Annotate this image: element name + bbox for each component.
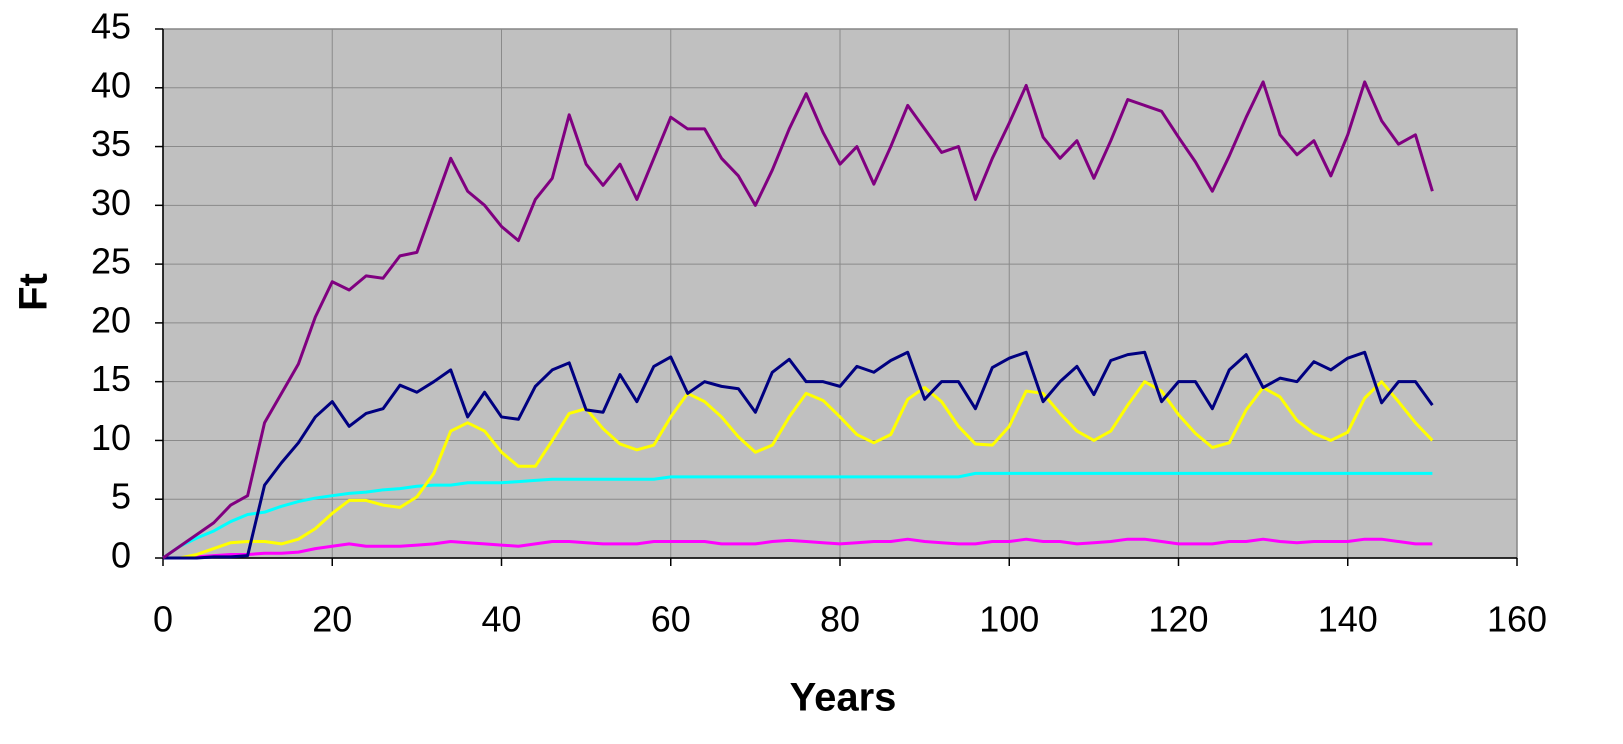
series-line (162, 471, 1433, 560)
y-tick-label: 5 (111, 476, 131, 517)
x-tick-label: 0 (153, 599, 173, 640)
x-tick-label: 40 (481, 599, 521, 640)
y-tick-label: 30 (91, 182, 131, 223)
x-tick-label: 20 (312, 599, 352, 640)
y-tick-label: 20 (91, 299, 131, 340)
x-tick-label: 100 (979, 599, 1039, 640)
y-tick-label: 15 (91, 358, 131, 399)
y-axis-title: Ft (12, 273, 56, 311)
series-line (162, 80, 1434, 560)
y-tick-label: 35 (91, 123, 131, 164)
y-tick-label: 10 (91, 417, 131, 458)
series-line (163, 350, 1434, 560)
series-line (163, 537, 1433, 560)
x-tick-label: 160 (1487, 599, 1547, 640)
x-axis-title: Years (790, 676, 897, 720)
x-tick-label: 120 (1148, 599, 1208, 640)
x-tick-label: 140 (1318, 599, 1378, 640)
x-tick-label: 80 (820, 599, 860, 640)
y-tick-label: 25 (91, 241, 131, 282)
y-tick-label: 40 (91, 64, 131, 105)
x-tick-label: 60 (651, 599, 691, 640)
y-tick-label: 0 (111, 535, 131, 576)
y-tick-label: 45 (91, 6, 131, 47)
series-line (163, 380, 1434, 560)
